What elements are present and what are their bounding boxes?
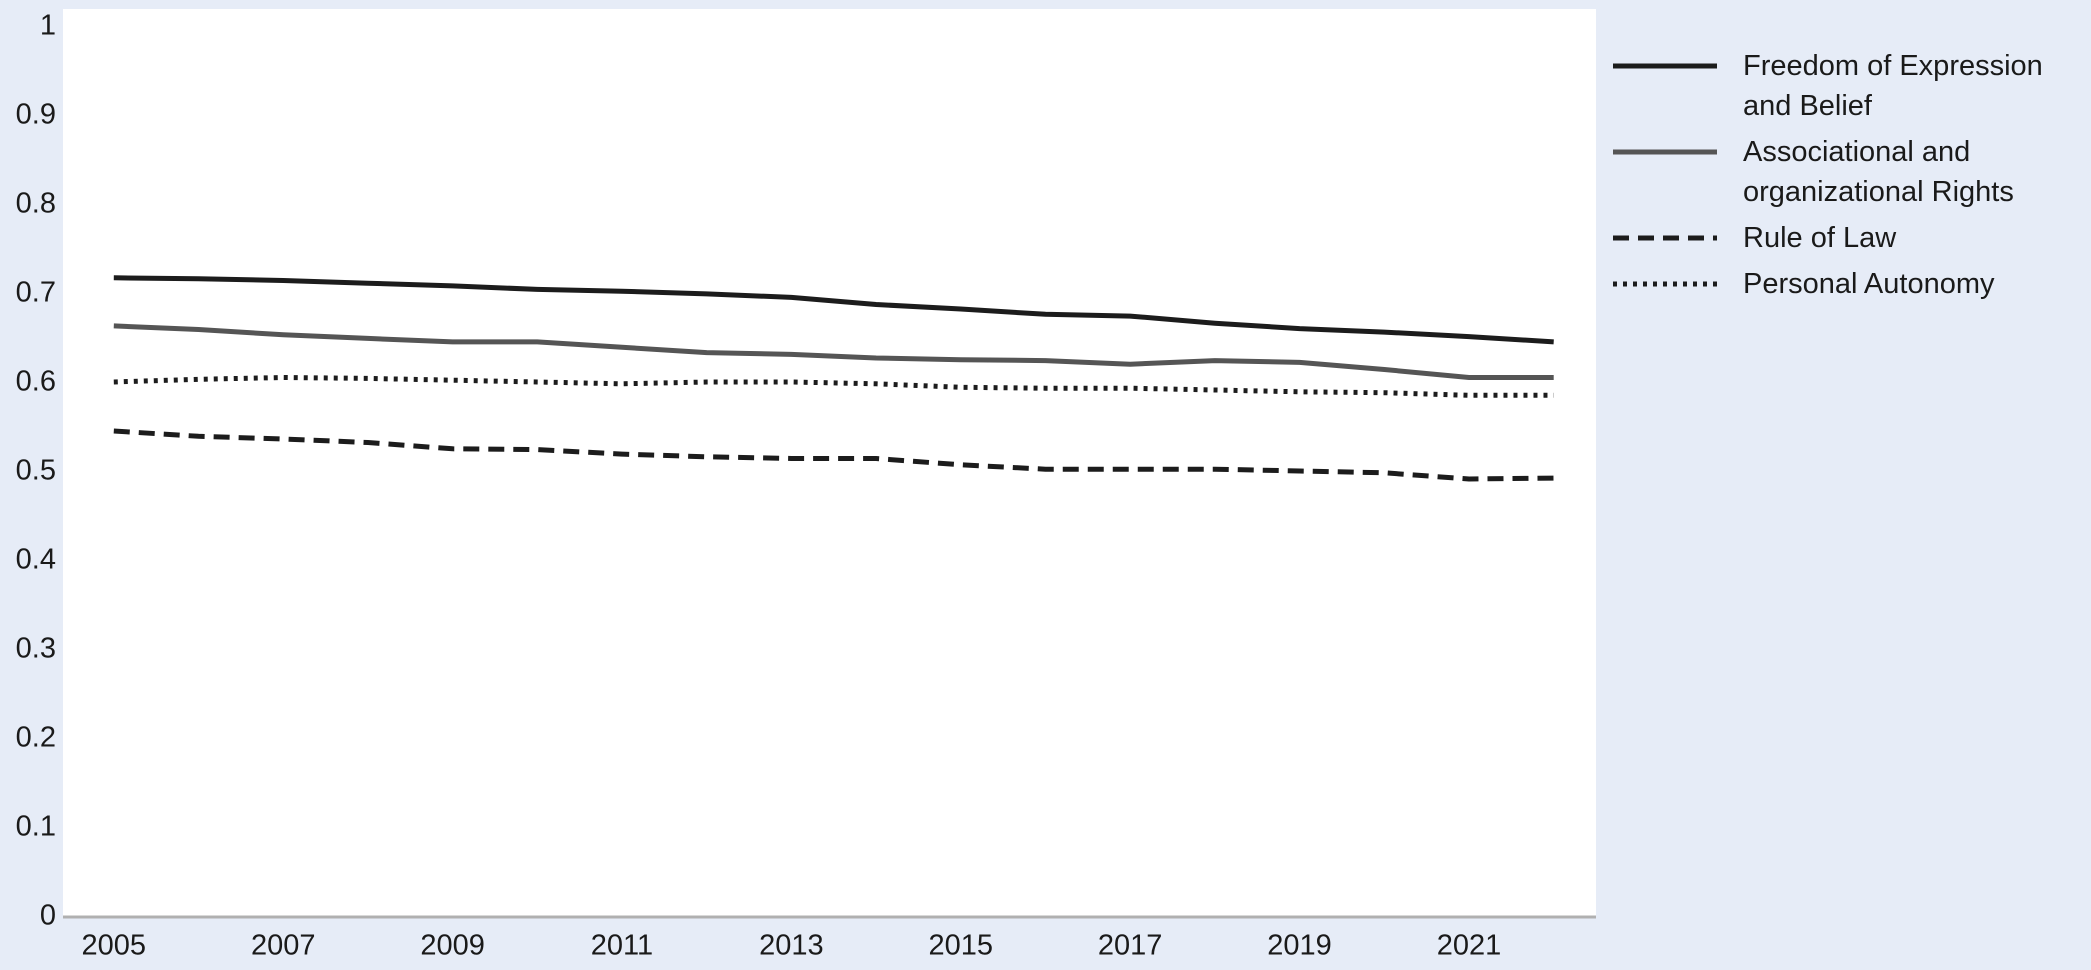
x-tick-label: 2011: [591, 930, 653, 962]
x-tick-label: 2019: [1267, 930, 1332, 962]
y-tick-label: 0.8: [16, 187, 56, 219]
legend-item: Personal Autonomy: [1611, 264, 2088, 304]
series-line: [113, 428, 1554, 482]
legend: Freedom of Expression and Belief Associat…: [1611, 46, 2088, 310]
legend-label: Freedom of Expression and Belief: [1743, 50, 2043, 122]
y-tick-label: 1: [40, 9, 56, 41]
x-tick-label: 2009: [420, 930, 485, 962]
y-tick-label: 0.9: [16, 98, 56, 130]
x-tick-label: 2013: [759, 930, 824, 962]
legend-item: Rule of Law: [1611, 218, 2088, 258]
x-tick-label: 2021: [1437, 930, 1502, 962]
series-line: [113, 375, 1554, 398]
legend-label: Rule of Law: [1743, 222, 1897, 254]
plot-area: [63, 9, 1596, 917]
y-tick-label: 0.7: [16, 277, 56, 309]
x-tick-label: 2015: [929, 930, 994, 962]
y-tick-label: 0: [40, 900, 56, 932]
legend-swatch: [1613, 149, 1717, 155]
legend-swatch: [1613, 281, 1717, 287]
y-tick-label: 0.5: [16, 455, 56, 487]
x-tick-label: 2005: [82, 930, 147, 962]
legend-item: Freedom of Expression and Belief: [1611, 46, 2088, 126]
legend-swatch: [1613, 63, 1717, 69]
y-tick-label: 0.2: [16, 722, 56, 754]
legend-label: Associational and organizational Rights: [1743, 136, 2014, 208]
y-tick-label: 0.3: [16, 633, 56, 665]
x-tick-label: 2017: [1098, 930, 1163, 962]
y-tick-label: 0.6: [16, 366, 56, 398]
series-line: [113, 275, 1554, 345]
legend-label: Personal Autonomy: [1743, 268, 1995, 300]
legend-swatch: [1613, 235, 1717, 241]
series-line: [113, 323, 1554, 380]
legend-item: Associational and organizational Rights: [1611, 132, 2088, 212]
y-tick-label: 0.1: [16, 811, 56, 843]
y-tick-label: 0.4: [16, 544, 56, 576]
x-tick-label: 2007: [251, 930, 316, 962]
